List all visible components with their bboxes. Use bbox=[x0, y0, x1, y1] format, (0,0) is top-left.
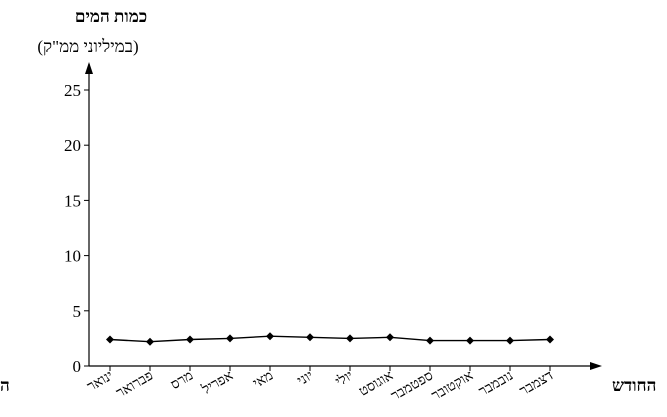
data-point bbox=[506, 336, 514, 345]
data-point bbox=[266, 332, 274, 341]
x-tick-label: מרס bbox=[168, 368, 196, 393]
data-point bbox=[306, 333, 314, 342]
data-point bbox=[106, 335, 114, 344]
y-axis-arrow-icon bbox=[85, 62, 93, 74]
data-point bbox=[466, 336, 474, 345]
data-point bbox=[546, 335, 554, 344]
data-point bbox=[346, 334, 354, 343]
data-point bbox=[186, 335, 194, 344]
x-tick-label: נובמבר bbox=[477, 368, 516, 399]
y-tick-label: 25 bbox=[64, 81, 81, 100]
series-line bbox=[109, 335, 551, 343]
x-axis-title: החודש bbox=[612, 376, 656, 395]
y-axis-title: כמות המים bbox=[75, 7, 147, 26]
data-point bbox=[426, 336, 434, 345]
x-tick-label: פברואר bbox=[114, 368, 156, 401]
x-tick-label: אפריל bbox=[199, 368, 236, 399]
x-axis-arrow-icon bbox=[590, 362, 602, 370]
x-tick-label: מאי bbox=[251, 368, 276, 391]
y-tick-label: 20 bbox=[64, 136, 81, 155]
y-ticks: 0 5 10 15 20 25 bbox=[64, 81, 89, 376]
x-tick-label: יוני bbox=[295, 368, 316, 389]
x-tick-label: ינואר bbox=[85, 368, 116, 395]
data-points bbox=[106, 332, 554, 346]
x-axis-edge-fragment: ה bbox=[0, 376, 10, 395]
y-tick-label: 5 bbox=[73, 302, 82, 321]
x-tick-label: דצמבר bbox=[517, 368, 556, 399]
data-point bbox=[146, 337, 154, 346]
y-axis-units: (במיליוני ממ"ק) bbox=[37, 37, 138, 56]
y-tick-label: 10 bbox=[64, 247, 81, 266]
y-tick-label: 15 bbox=[64, 191, 81, 210]
x-tick-label: ספטמבר bbox=[389, 368, 436, 404]
data-point bbox=[386, 333, 394, 342]
x-tick-label: יולי bbox=[333, 368, 356, 391]
x-tick-label: אוקטובר bbox=[429, 368, 476, 404]
data-point bbox=[226, 334, 234, 343]
y-tick-label: 0 bbox=[73, 357, 82, 376]
